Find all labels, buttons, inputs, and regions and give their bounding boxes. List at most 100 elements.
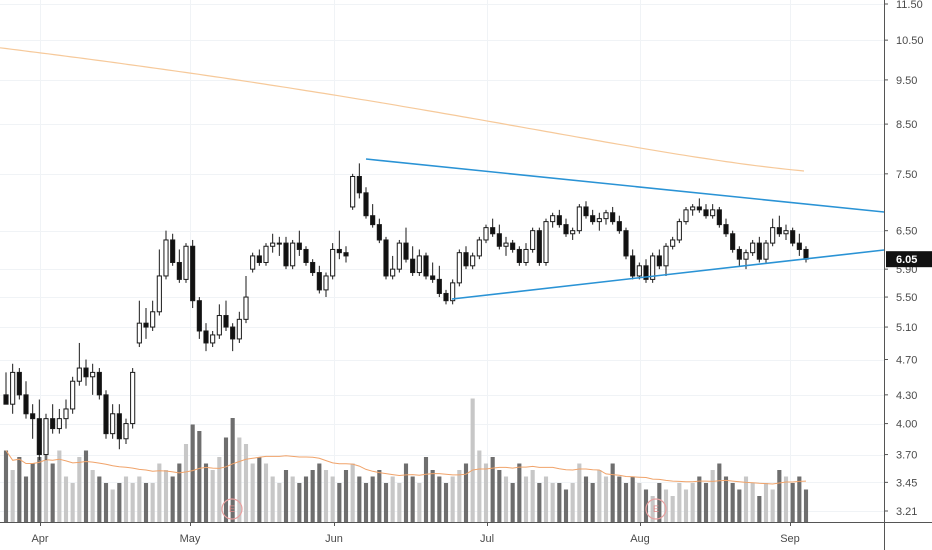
volume-ma-line bbox=[5, 450, 807, 485]
candle-body bbox=[736, 248, 742, 260]
volume-bar bbox=[390, 476, 395, 522]
triangle-trendlines[interactable] bbox=[365, 158, 885, 300]
price-tick-label: 3.70 bbox=[896, 450, 917, 462]
volume-bar bbox=[77, 457, 82, 522]
month-label: Aug bbox=[630, 533, 650, 545]
candle-body bbox=[316, 272, 322, 291]
volume-bar bbox=[377, 470, 382, 522]
price-tick-label: 10.50 bbox=[896, 35, 924, 47]
candle-body bbox=[383, 239, 389, 277]
candle bbox=[23, 381, 29, 419]
candle bbox=[223, 300, 229, 331]
volume-bar bbox=[363, 483, 369, 522]
candle-body bbox=[223, 315, 229, 328]
candle-body bbox=[156, 275, 162, 313]
candle-body bbox=[3, 394, 9, 405]
volume-bar bbox=[577, 463, 582, 522]
volume-bar bbox=[490, 457, 495, 522]
volume-bar bbox=[803, 489, 809, 522]
candle-body bbox=[503, 242, 509, 247]
volume-bar bbox=[723, 476, 729, 522]
volume-bar bbox=[410, 476, 415, 522]
candle-body bbox=[323, 275, 329, 291]
candle-body bbox=[143, 322, 149, 328]
volume-bar bbox=[483, 463, 489, 522]
volume-bar bbox=[503, 476, 509, 522]
candle bbox=[10, 363, 16, 414]
candle bbox=[430, 262, 436, 283]
volume-bar bbox=[317, 463, 322, 522]
candle-body bbox=[36, 418, 42, 456]
candle-body bbox=[463, 252, 469, 267]
volume-bar bbox=[163, 470, 169, 522]
candle bbox=[763, 239, 769, 263]
candle-body bbox=[350, 175, 356, 208]
candle-body bbox=[356, 175, 362, 194]
volume-bar bbox=[583, 476, 589, 522]
price-axis[interactable]: 11.5010.509.508.507.506.505.905.505.104.… bbox=[884, 0, 924, 518]
candle-body bbox=[283, 242, 289, 267]
candle-body bbox=[676, 221, 682, 241]
volume-bar bbox=[657, 483, 662, 522]
volume-bar bbox=[537, 483, 542, 522]
ma-line bbox=[0, 47, 805, 172]
candle bbox=[90, 363, 96, 395]
volume-bar bbox=[350, 463, 355, 522]
candle bbox=[363, 187, 369, 219]
candle bbox=[710, 204, 716, 219]
candle bbox=[590, 209, 596, 225]
candle-body bbox=[656, 255, 662, 267]
candle bbox=[516, 246, 522, 266]
candle bbox=[116, 404, 122, 450]
volume-bar bbox=[623, 483, 629, 522]
candle-body bbox=[483, 227, 489, 241]
price-tick-label: 9.50 bbox=[896, 75, 917, 87]
candle bbox=[530, 227, 536, 253]
candle-body bbox=[370, 215, 376, 226]
candle bbox=[383, 236, 389, 280]
candle-body bbox=[636, 265, 642, 277]
candle-body bbox=[403, 242, 409, 260]
candle bbox=[463, 246, 469, 270]
volume-bar bbox=[423, 457, 429, 522]
candle bbox=[43, 413, 49, 460]
candle-body bbox=[250, 255, 256, 270]
candle-body bbox=[196, 300, 202, 332]
candle-body bbox=[723, 224, 729, 235]
candle-body bbox=[310, 261, 316, 274]
candle bbox=[523, 243, 529, 266]
candle-body bbox=[690, 206, 696, 211]
candle-body bbox=[596, 218, 602, 223]
candle-body bbox=[103, 394, 109, 435]
candle bbox=[723, 218, 729, 237]
earnings-circle bbox=[221, 498, 243, 520]
volume-bar bbox=[30, 463, 35, 522]
candle-body bbox=[543, 221, 549, 263]
candle-body bbox=[556, 215, 562, 226]
volume-bar bbox=[63, 476, 69, 522]
candle-body bbox=[583, 206, 589, 217]
volume-bar bbox=[183, 444, 189, 522]
candle bbox=[756, 236, 762, 263]
candle-body bbox=[623, 230, 629, 257]
volume-bar bbox=[470, 398, 475, 522]
volume-bar bbox=[710, 470, 715, 522]
volume-bar bbox=[417, 483, 422, 522]
last-price-label: 6.05 bbox=[896, 254, 917, 266]
candle-body bbox=[630, 255, 636, 277]
candle bbox=[776, 215, 782, 237]
candle bbox=[356, 163, 362, 199]
time-axis[interactable]: Apr May Jun Jul Aug Sep bbox=[31, 522, 800, 545]
volume-bar bbox=[797, 476, 802, 522]
candle bbox=[16, 368, 22, 400]
candle bbox=[56, 408, 62, 434]
candle-body bbox=[150, 311, 156, 328]
volume-bar bbox=[683, 489, 689, 522]
candle bbox=[796, 233, 802, 256]
volume-bar bbox=[770, 489, 775, 522]
volume-bar bbox=[243, 444, 249, 522]
candle bbox=[616, 215, 622, 234]
volume-bar bbox=[283, 470, 289, 522]
